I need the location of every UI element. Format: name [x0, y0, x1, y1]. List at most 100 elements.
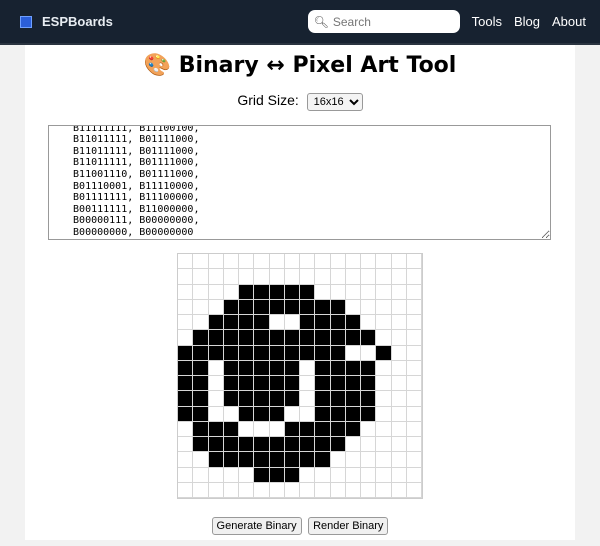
pixel-cell[interactable] — [300, 452, 316, 468]
pixel-cell[interactable] — [239, 437, 255, 453]
pixel-cell[interactable] — [254, 269, 270, 285]
pixel-cell[interactable] — [330, 437, 346, 453]
pixel-cell[interactable] — [361, 467, 377, 483]
pixel-cell[interactable] — [269, 406, 285, 422]
pixel-cell[interactable] — [254, 482, 270, 498]
pixel-cell[interactable] — [239, 254, 255, 270]
pixel-cell[interactable] — [361, 284, 377, 300]
pixel-cell[interactable] — [300, 315, 316, 331]
pixel-cell[interactable] — [376, 391, 392, 407]
pixel-cell[interactable] — [406, 360, 422, 376]
pixel-cell[interactable] — [208, 345, 224, 361]
pixel-cell[interactable] — [315, 406, 331, 422]
pixel-cell[interactable] — [254, 452, 270, 468]
pixel-cell[interactable] — [239, 360, 255, 376]
pixel-cell[interactable] — [361, 406, 377, 422]
pixel-cell[interactable] — [193, 376, 209, 392]
pixel-cell[interactable] — [284, 437, 300, 453]
pixel-cell[interactable] — [315, 330, 331, 346]
pixel-cell[interactable] — [178, 315, 194, 331]
pixel-cell[interactable] — [178, 345, 194, 361]
pixel-cell[interactable] — [208, 482, 224, 498]
pixel-cell[interactable] — [178, 452, 194, 468]
pixel-cell[interactable] — [208, 376, 224, 392]
pixel-cell[interactable] — [193, 391, 209, 407]
pixel-cell[interactable] — [315, 391, 331, 407]
pixel-cell[interactable] — [254, 315, 270, 331]
pixel-cell[interactable] — [193, 452, 209, 468]
pixel-cell[interactable] — [223, 406, 239, 422]
pixel-cell[interactable] — [208, 269, 224, 285]
pixel-cell[interactable] — [330, 406, 346, 422]
pixel-cell[interactable] — [208, 421, 224, 437]
pixel-cell[interactable] — [178, 299, 194, 315]
pixel-cell[interactable] — [254, 437, 270, 453]
pixel-cell[interactable] — [269, 269, 285, 285]
pixel-cell[interactable] — [178, 482, 194, 498]
pixel-cell[interactable] — [361, 452, 377, 468]
pixel-cell[interactable] — [300, 345, 316, 361]
pixel-cell[interactable] — [376, 254, 392, 270]
pixel-cell[interactable] — [208, 467, 224, 483]
pixel-cell[interactable] — [193, 284, 209, 300]
pixel-cell[interactable] — [391, 315, 407, 331]
pixel-cell[interactable] — [239, 391, 255, 407]
nav-link-tools[interactable]: Tools — [471, 14, 502, 29]
pixel-cell[interactable] — [269, 482, 285, 498]
pixel-cell[interactable] — [345, 421, 361, 437]
pixel-cell[interactable] — [330, 345, 346, 361]
pixel-cell[interactable] — [254, 421, 270, 437]
pixel-cell[interactable] — [406, 467, 422, 483]
pixel-cell[interactable] — [361, 315, 377, 331]
pixel-cell[interactable] — [223, 299, 239, 315]
pixel-cell[interactable] — [269, 437, 285, 453]
pixel-cell[interactable] — [239, 421, 255, 437]
pixel-cell[interactable] — [391, 406, 407, 422]
search-input[interactable] — [332, 14, 453, 29]
pixel-cell[interactable] — [345, 467, 361, 483]
pixel-cell[interactable] — [361, 269, 377, 285]
pixel-cell[interactable] — [208, 254, 224, 270]
pixel-cell[interactable] — [330, 467, 346, 483]
pixel-cell[interactable] — [345, 330, 361, 346]
pixel-cell[interactable] — [193, 299, 209, 315]
pixel-cell[interactable] — [284, 269, 300, 285]
pixel-cell[interactable] — [300, 391, 316, 407]
pixel-cell[interactable] — [406, 269, 422, 285]
pixel-cell[interactable] — [361, 376, 377, 392]
pixel-cell[interactable] — [406, 482, 422, 498]
pixel-cell[interactable] — [330, 299, 346, 315]
pixel-cell[interactable] — [406, 437, 422, 453]
pixel-cell[interactable] — [284, 482, 300, 498]
pixel-cell[interactable] — [376, 406, 392, 422]
pixel-cell[interactable] — [361, 391, 377, 407]
pixel-cell[interactable] — [193, 269, 209, 285]
pixel-cell[interactable] — [208, 452, 224, 468]
pixel-cell[interactable] — [208, 330, 224, 346]
pixel-cell[interactable] — [178, 269, 194, 285]
pixel-cell[interactable] — [269, 421, 285, 437]
pixel-cell[interactable] — [330, 330, 346, 346]
pixel-cell[interactable] — [376, 315, 392, 331]
pixel-cell[interactable] — [315, 467, 331, 483]
pixel-cell[interactable] — [345, 376, 361, 392]
pixel-cell[interactable] — [284, 315, 300, 331]
pixel-cell[interactable] — [300, 406, 316, 422]
pixel-cell[interactable] — [239, 406, 255, 422]
pixel-cell[interactable] — [223, 391, 239, 407]
pixel-cell[interactable] — [315, 376, 331, 392]
pixel-cell[interactable] — [391, 421, 407, 437]
nav-link-about[interactable]: About — [552, 14, 586, 29]
pixel-cell[interactable] — [406, 299, 422, 315]
pixel-cell[interactable] — [178, 254, 194, 270]
pixel-cell[interactable] — [406, 376, 422, 392]
pixel-cell[interactable] — [284, 421, 300, 437]
pixel-cell[interactable] — [391, 330, 407, 346]
pixel-cell[interactable] — [330, 482, 346, 498]
pixel-cell[interactable] — [345, 254, 361, 270]
pixel-cell[interactable] — [193, 482, 209, 498]
pixel-cell[interactable] — [284, 330, 300, 346]
pixel-cell[interactable] — [178, 421, 194, 437]
pixel-cell[interactable] — [361, 254, 377, 270]
pixel-cell[interactable] — [239, 376, 255, 392]
